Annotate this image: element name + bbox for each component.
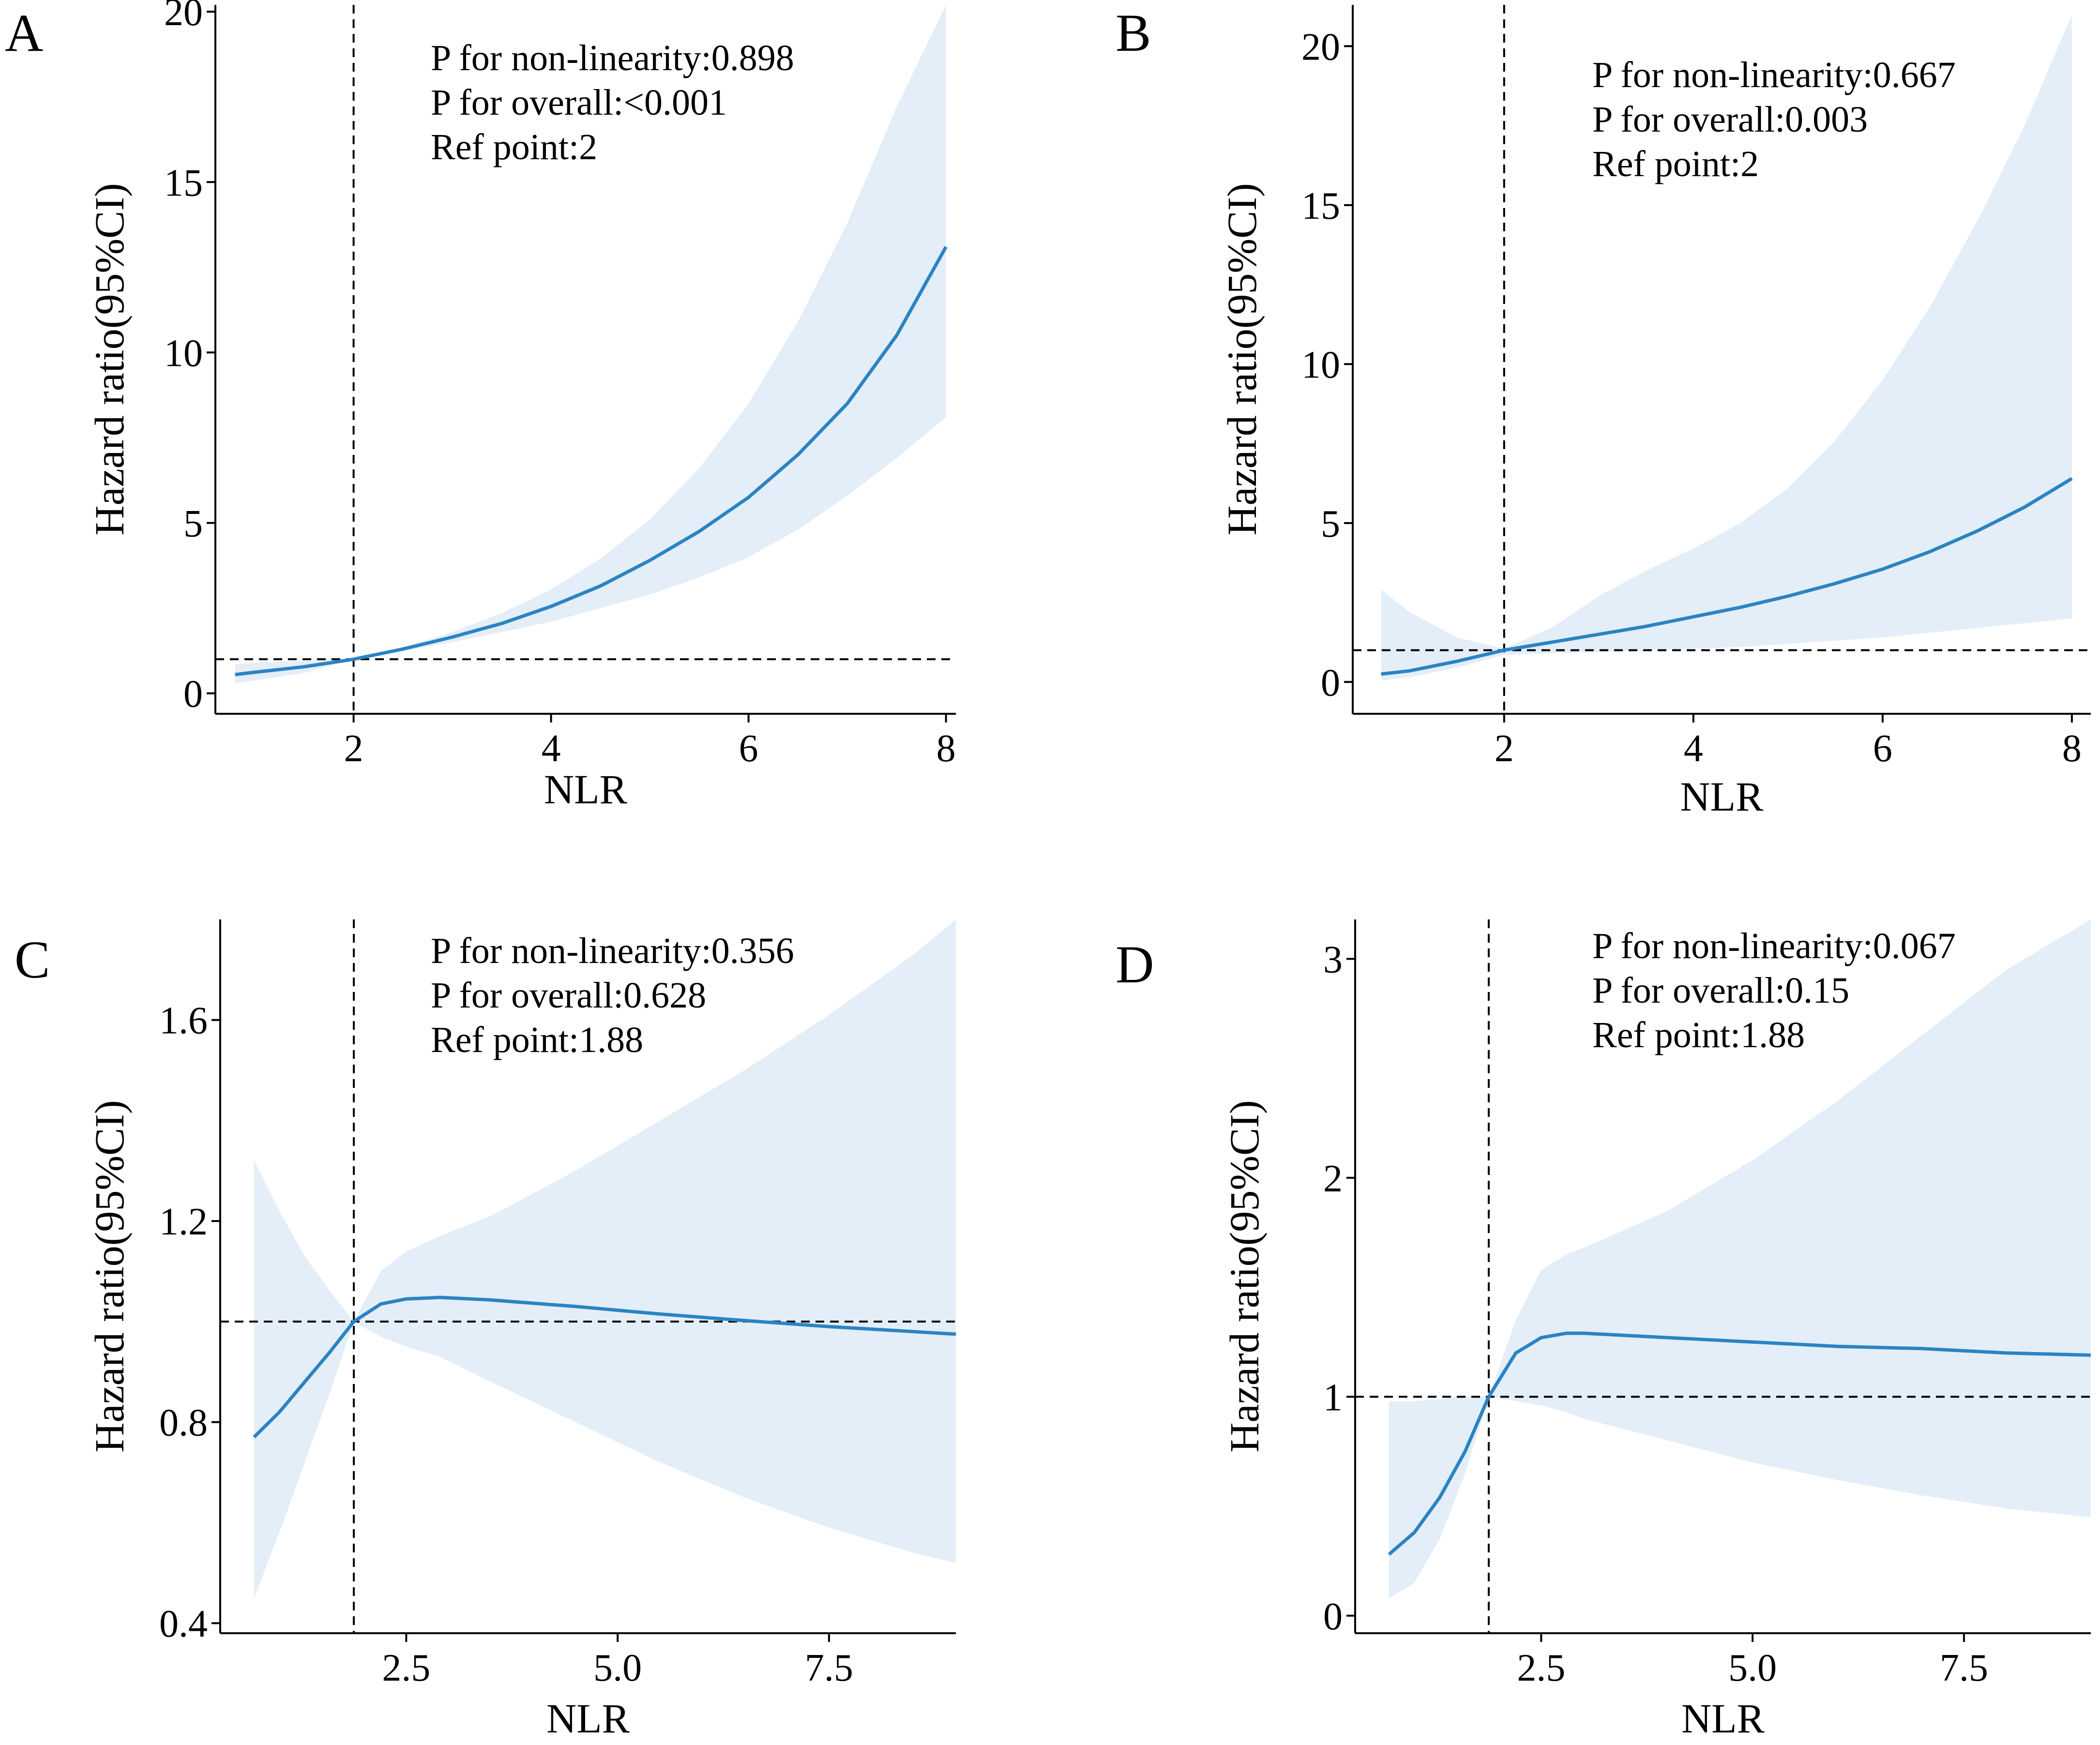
- x-axis-title: NLR: [544, 766, 628, 812]
- y-axis-title: Hazard ratio(95%CI): [1219, 183, 1265, 535]
- confidence-band: [254, 919, 956, 1598]
- x-tick-label: 7.5: [805, 1647, 853, 1689]
- annotation-line: P for non-linearity:0.667: [1592, 55, 1956, 95]
- y-tick-label: 5: [1321, 503, 1340, 545]
- y-tick-label: 1.6: [159, 1000, 208, 1042]
- annotation-line: P for non-linearity:0.898: [431, 38, 794, 78]
- hazard-ratio-line: [1388, 1331, 2091, 1556]
- y-tick-label: 1.2: [159, 1201, 208, 1243]
- panel-letter: C: [15, 930, 50, 989]
- y-tick-label: 10: [164, 332, 203, 375]
- annotation-line: Ref point:1.88: [1592, 1015, 1805, 1055]
- y-tick-label: 20: [164, 0, 203, 34]
- annotation-line: P for overall:0.628: [431, 975, 706, 1016]
- x-tick-label: 6: [739, 727, 758, 770]
- panel-a: A 2 4 6 8 0 5 10 15 20 NLR Hazard ratio(95%CI) P for…: [5, 0, 956, 812]
- y-tick-label: 5: [183, 503, 203, 545]
- y-tick-label: 0: [1321, 662, 1340, 704]
- y-tick-label: 15: [164, 162, 203, 204]
- x-axis-title: NLR: [1680, 773, 1764, 820]
- confidence-band: [235, 5, 946, 683]
- y-tick-label: 0.8: [159, 1402, 208, 1444]
- annotation-line: P for overall:0.15: [1592, 970, 1849, 1011]
- y-tick-label: 2: [1323, 1158, 1343, 1200]
- panel-letter: A: [5, 3, 43, 62]
- x-tick-label: 8: [937, 727, 956, 770]
- x-tick-label: 8: [2062, 727, 2082, 770]
- panel-c: C 2.5 5.0 7.5 0.4 0.8 1.2 1.6 NLR Hazard ratio(95…: [15, 919, 956, 1742]
- y-tick-label: 1: [1323, 1376, 1343, 1419]
- y-tick-label: 10: [1301, 344, 1340, 386]
- y-tick-label: 3: [1323, 938, 1343, 981]
- panel-letter: B: [1116, 3, 1151, 62]
- y-axis-title: Hazard ratio(95%CI): [1221, 1100, 1268, 1452]
- y-tick-label: 20: [1301, 26, 1340, 68]
- x-tick-label: 2.5: [382, 1647, 430, 1689]
- annotation-line: Ref point:2: [1592, 144, 1759, 184]
- x-axis-title: NLR: [1681, 1695, 1765, 1742]
- annotation-line: Ref point:1.88: [431, 1020, 643, 1060]
- annotation-line: P for non-linearity:0.067: [1592, 926, 1956, 966]
- x-axis-title: NLR: [546, 1695, 630, 1742]
- annotation-line: P for overall:<0.001: [431, 82, 727, 123]
- panel-letter: D: [1116, 935, 1154, 994]
- y-tick-label: 0: [1323, 1595, 1343, 1638]
- hazard-ratio-line: [1381, 477, 2073, 676]
- y-axis-title: Hazard ratio(95%CI): [86, 183, 133, 535]
- panel-d: D 2.5 5.0 7.5 0 1 2 3 NLR Hazard ratio(95%CI) P fo…: [1116, 919, 2091, 1742]
- x-tick-label: 2.5: [1517, 1647, 1565, 1689]
- hazard-ratio-line: [253, 1295, 956, 1439]
- x-tick-label: 4: [542, 727, 561, 770]
- confidence-band: [1389, 919, 2091, 1598]
- confidence-band: [1381, 14, 2072, 681]
- y-axis-title: Hazard ratio(95%CI): [86, 1100, 133, 1452]
- annotation-line: P for overall:0.003: [1592, 99, 1868, 140]
- x-tick-label: 2: [1495, 727, 1514, 770]
- annotation-line: P for non-linearity:0.356: [431, 931, 794, 971]
- y-tick-label: 0.4: [159, 1603, 208, 1645]
- x-tick-label: 2: [344, 727, 363, 770]
- x-tick-label: 6: [1873, 727, 1892, 770]
- x-tick-label: 4: [1684, 727, 1703, 770]
- y-tick-label: 15: [1301, 185, 1340, 227]
- y-tick-label: 0: [183, 673, 203, 716]
- panel-b: B 2 4 6 8 0 5 10 15 20 NLR Hazard ratio(95%CI) P for…: [1116, 3, 2091, 820]
- x-tick-label: 7.5: [1940, 1647, 1988, 1689]
- x-tick-label: 5.0: [593, 1647, 642, 1689]
- hazard-ratio-line: [235, 246, 948, 677]
- annotation-line: Ref point:2: [431, 127, 597, 167]
- x-tick-label: 5.0: [1728, 1647, 1777, 1689]
